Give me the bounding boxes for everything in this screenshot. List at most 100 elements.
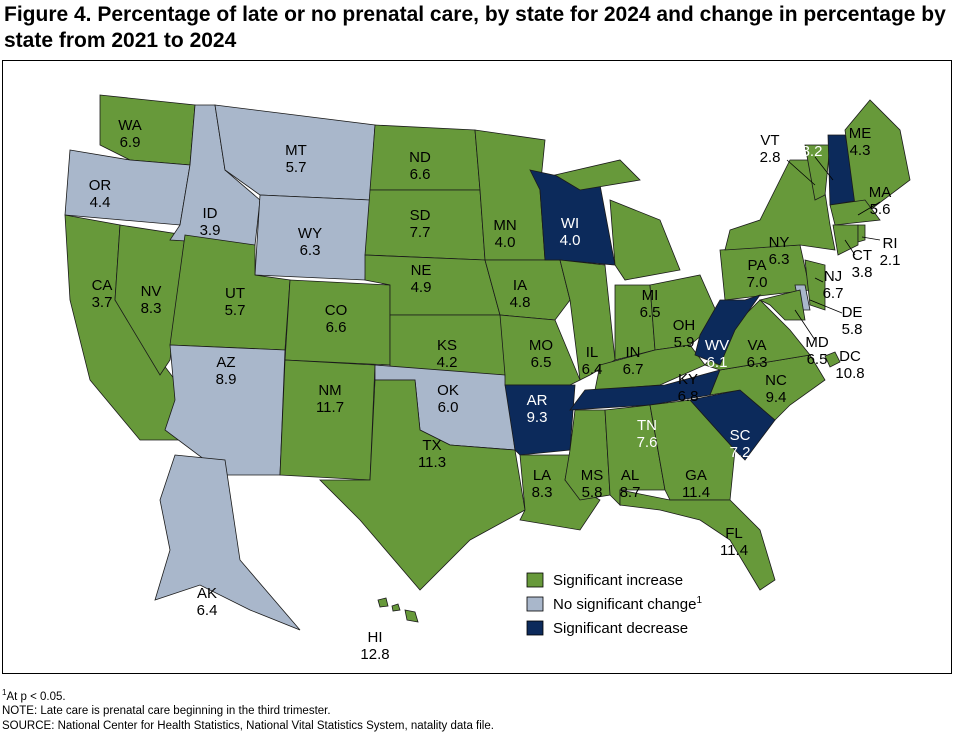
state-abbr: AK: [197, 585, 217, 602]
state-ct: [832, 224, 859, 256]
state-shape: [709, 354, 826, 421]
state-shape: [804, 259, 826, 311]
state-abbr: CO: [325, 302, 348, 319]
state-abbr: SD: [410, 207, 431, 224]
state-shape: [609, 199, 681, 281]
state-value: 6.8: [678, 388, 699, 405]
state-fl: [619, 489, 776, 591]
state-abbr: AZ: [216, 354, 235, 371]
state-abbr: OK: [437, 382, 459, 399]
state-shape: [154, 454, 301, 631]
state-value: 7.6: [637, 434, 658, 451]
state-abbr: VT: [760, 132, 779, 149]
state-value: 11.4: [682, 484, 710, 501]
state-abbr: UT: [225, 285, 245, 302]
state-value: 10.8: [835, 365, 864, 382]
state-abbr: MI: [642, 287, 659, 304]
state-value: 6.6: [410, 166, 431, 183]
state-abbr: NY: [769, 234, 790, 251]
state-abbr: MT: [285, 142, 307, 159]
state-value: 11.4: [720, 542, 748, 559]
state-value: 6.3: [300, 242, 321, 259]
figure-title: Figure 4. Percentage of late or no prena…: [4, 3, 946, 52]
state-abbr: RI: [883, 235, 898, 252]
state-shape: [504, 384, 576, 456]
state-shape: [391, 603, 401, 612]
leader-line: [809, 299, 843, 314]
state-shape: [619, 489, 776, 591]
legend-label: No significant change1: [553, 595, 702, 613]
state-shape: [553, 159, 641, 191]
state-value: 8.7: [620, 484, 641, 501]
state-abbr: VA: [748, 337, 767, 354]
state-value: 6.3: [747, 354, 768, 371]
state-shape: [694, 294, 762, 366]
state-value: 5.6: [870, 201, 891, 218]
state-value: 6.0: [438, 399, 459, 416]
state-value: 8.3: [141, 300, 162, 317]
state-shape: [404, 609, 419, 623]
state-abbr: AR: [527, 392, 548, 409]
state-abbr: NJ: [824, 268, 842, 285]
note: NOTE: Late care is prenatal care beginni…: [2, 705, 331, 718]
state-abbr: FL: [725, 525, 743, 542]
state-abbr: GA: [685, 467, 707, 484]
state-abbr: LA: [533, 467, 551, 484]
state-abbr: OR: [89, 177, 112, 194]
state-abbr: WY: [298, 225, 322, 242]
state-value: 7.2: [730, 444, 751, 461]
state-abbr: WV: [705, 337, 729, 354]
state-shape: [832, 224, 859, 256]
state-abbr: CA: [92, 277, 113, 294]
state-abbr: DC: [839, 348, 861, 365]
state-value: 8.9: [216, 371, 237, 388]
state-value: 5.9: [674, 334, 695, 351]
state-abbr: SC: [730, 427, 751, 444]
state-value: 6.3: [769, 251, 790, 268]
state-abbr: ND: [409, 149, 431, 166]
state-value: 11.3: [418, 454, 446, 471]
state-shape: [319, 379, 526, 591]
leader-line: [814, 156, 834, 181]
state-value: 6.5: [807, 351, 828, 368]
state-value: 4.0: [560, 232, 581, 249]
state-value: 5.7: [225, 302, 246, 319]
state-abbr: CT: [852, 247, 872, 264]
state-dc: [824, 351, 841, 368]
state-shape: [829, 199, 881, 226]
notes: 1At p < 0.05. NOTE: Late care is prenata…: [2, 686, 494, 732]
legend-swatch-decrease: [526, 620, 544, 636]
state-mi: [553, 159, 681, 281]
state-il: [559, 259, 616, 381]
legend-label: Significant increase: [553, 572, 683, 589]
state-shape: [279, 359, 376, 481]
state-abbr: HI: [368, 629, 383, 646]
state-abbr: KS: [437, 337, 457, 354]
leader-line: [786, 159, 816, 186]
state-nc: [709, 354, 826, 421]
state-abbr: NH: [801, 126, 823, 143]
state-abbr: AL: [621, 467, 639, 484]
state-value: 2.8: [760, 149, 781, 166]
state-ri: [857, 224, 866, 243]
state-abbr: MN: [493, 217, 516, 234]
state-value: 9.4: [766, 389, 787, 406]
state-abbr: NC: [765, 372, 787, 389]
state-value: 12.8: [360, 646, 389, 663]
state-value: 6.5: [531, 354, 552, 371]
state-value: 6.7: [823, 285, 844, 302]
state-abbr: KY: [678, 371, 698, 388]
leader-line: [861, 236, 881, 241]
state-abbr: ID: [203, 205, 218, 222]
state-hi: [377, 597, 419, 623]
state-value: 3.2: [802, 143, 823, 160]
state-tx: [319, 379, 526, 591]
state-shape: [99, 94, 196, 166]
leader-line: [844, 239, 856, 256]
state-abbr: MS: [581, 467, 604, 484]
state-value: 6.9: [120, 134, 141, 151]
state-abbr: NV: [141, 283, 162, 300]
state-value: 3.7: [92, 294, 113, 311]
